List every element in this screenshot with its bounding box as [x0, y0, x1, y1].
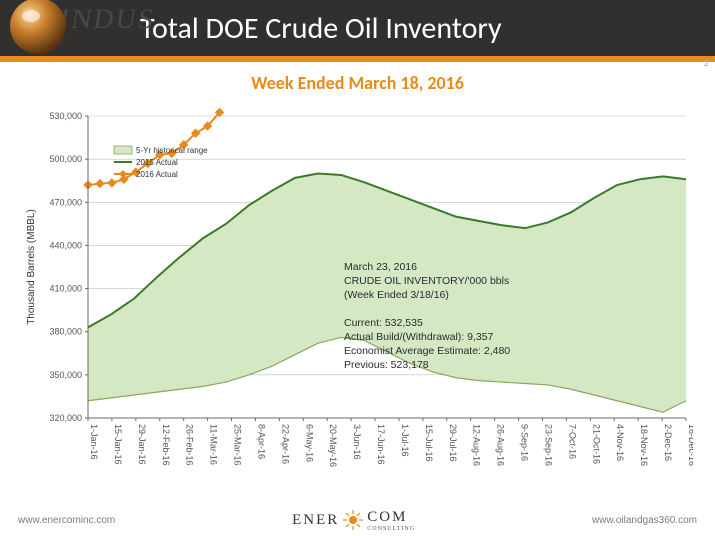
svg-text:16-Dec-16: 16-Dec-16: [687, 424, 693, 466]
footer-brand: ENER COM CONSULTING: [292, 509, 415, 532]
slide-title: Total DOE Crude Oil Inventory: [140, 10, 502, 47]
footer-left-url: www.enercominc.com: [18, 515, 115, 526]
svg-text:21-Oct-16: 21-Oct-16: [591, 424, 601, 464]
svg-text:2015 Actual: 2015 Actual: [136, 158, 178, 167]
svg-text:7-Oct-16: 7-Oct-16: [567, 424, 577, 459]
svg-text:4-Nov-16: 4-Nov-16: [615, 424, 625, 461]
svg-text:3-Jun-16: 3-Jun-16: [352, 424, 362, 460]
svg-text:320,000: 320,000: [49, 413, 82, 423]
page-number: 2: [704, 58, 709, 68]
svg-text:18-Nov-16: 18-Nov-16: [639, 424, 649, 466]
svg-text:29-Jul-16: 29-Jul-16: [448, 424, 458, 462]
svg-text:530,000: 530,000: [49, 111, 82, 121]
svg-text:20-May-16: 20-May-16: [328, 424, 338, 467]
footer: www.enercominc.com ENER COM CONSULTING: [0, 506, 715, 534]
svg-text:25-Mar-16: 25-Mar-16: [233, 424, 243, 466]
svg-text:350,000: 350,000: [49, 370, 82, 380]
svg-text:26-Aug-16: 26-Aug-16: [496, 424, 506, 466]
svg-text:500,000: 500,000: [49, 154, 82, 164]
annotation-line: Previous: 523,178: [344, 359, 429, 371]
brand-sub: CONSULTING: [367, 526, 415, 532]
header-bar: INDUS Total DOE Crude Oil Inventory: [0, 0, 715, 56]
svg-text:12-Feb-16: 12-Feb-16: [161, 424, 171, 466]
series-2016-marker: [108, 179, 116, 187]
svg-text:12-Aug-16: 12-Aug-16: [472, 424, 482, 466]
svg-text:15-Jul-16: 15-Jul-16: [424, 424, 434, 462]
svg-text:380,000: 380,000: [49, 327, 82, 337]
chart: 320,000 350,000 380,000 410,000 440,000 470,0…: [18, 102, 697, 482]
annotation-line: Current: 532,535: [344, 317, 423, 329]
annotation-line: Economist Average Estimate: 2,480: [344, 345, 510, 357]
annotation-line: Actual Build/(Withdrawal): 9,357: [344, 331, 494, 343]
header-bg-deco: INDUS: [58, 4, 158, 36]
svg-text:440,000: 440,000: [49, 240, 82, 250]
svg-text:17-Jun-16: 17-Jun-16: [376, 424, 386, 465]
svg-text:5-Yr historical range: 5-Yr historical range: [136, 146, 208, 155]
svg-text:410,000: 410,000: [49, 284, 82, 294]
svg-text:15-Jan-16: 15-Jan-16: [113, 424, 123, 465]
svg-text:22-Apr-16: 22-Apr-16: [280, 424, 290, 464]
subtitle: Week Ended March 18, 2016: [251, 72, 464, 94]
svg-text:1-Jul-16: 1-Jul-16: [400, 424, 410, 457]
svg-text:1-Jan-16: 1-Jan-16: [89, 424, 99, 460]
sphere-logo: [8, 0, 68, 56]
series-2016-marker: [96, 180, 104, 188]
sun-icon: [343, 510, 363, 530]
svg-text:2-Dec-16: 2-Dec-16: [663, 424, 673, 461]
svg-text:26-Feb-16: 26-Feb-16: [185, 424, 195, 466]
annotation-line: CRUDE OIL INVENTORY/'000 bbls: [344, 275, 509, 287]
svg-text:8-Apr-16: 8-Apr-16: [256, 424, 266, 459]
yaxis-label: Thousand Barrels (MBBL): [26, 209, 37, 325]
svg-text:23-Sep-16: 23-Sep-16: [543, 424, 553, 466]
svg-text:2016 Actual: 2016 Actual: [136, 170, 178, 179]
footer-right-url: www.oilandgas360.com: [592, 515, 697, 526]
brand-right: COM: [367, 509, 407, 525]
brand-left: ENER: [292, 512, 339, 529]
svg-text:9-Sep-16: 9-Sep-16: [520, 424, 530, 461]
subtitle-area: Week Ended March 18, 2016: [0, 62, 715, 98]
svg-text:470,000: 470,000: [49, 197, 82, 207]
svg-text:29-Jan-16: 29-Jan-16: [137, 424, 147, 465]
annotation-line: (Week Ended 3/18/16): [344, 289, 449, 301]
chart-svg: 320,000 350,000 380,000 410,000 440,000 470,0…: [18, 102, 693, 482]
annotation-line: March 23, 2016: [344, 261, 417, 273]
slide: INDUS Total DOE Crude Oil Inventory 2 We…: [0, 0, 715, 536]
svg-text:11-Mar-16: 11-Mar-16: [209, 424, 219, 465]
svg-text:6-May-16: 6-May-16: [304, 424, 314, 462]
